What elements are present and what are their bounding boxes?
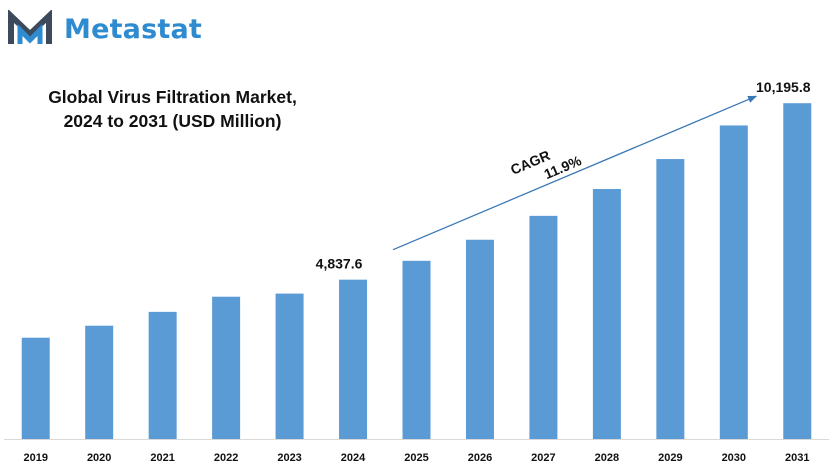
chart-title-line-2: 2024 to 2031 (USD Million) bbox=[63, 111, 282, 131]
x-tick-label-2019: 2019 bbox=[23, 452, 47, 464]
bar-2023 bbox=[275, 293, 304, 439]
x-tick-label-2028: 2028 bbox=[595, 452, 619, 464]
x-tick-label-2022: 2022 bbox=[214, 452, 238, 464]
bar-2031 bbox=[783, 103, 812, 440]
x-tick-label-2027: 2027 bbox=[531, 452, 555, 464]
bar-2027 bbox=[529, 215, 558, 439]
bar-2026 bbox=[465, 239, 494, 439]
x-tick-label-2021: 2021 bbox=[150, 452, 174, 464]
bar-2019 bbox=[21, 337, 50, 439]
x-tick-label-2031: 2031 bbox=[785, 452, 809, 464]
cagr-arrow bbox=[392, 95, 758, 251]
bar-2028 bbox=[592, 189, 621, 439]
brand-logo: Metastat bbox=[8, 8, 202, 50]
x-tick-label-2025: 2025 bbox=[404, 452, 428, 464]
metastat-m-logo-icon bbox=[8, 10, 52, 44]
x-tick-label-2020: 2020 bbox=[87, 452, 111, 464]
chart-title: Global Virus Filtration Market, 2024 to … bbox=[20, 85, 325, 133]
x-axis-tick-labels: 2019 2020 2021 2022 2023 2024 2025 2026 2027 2028… bbox=[23, 452, 809, 464]
brand-name: Metastat bbox=[64, 13, 203, 45]
data-label-2031: 10,195.8 bbox=[756, 79, 811, 95]
x-tick-label-2029: 2029 bbox=[658, 452, 682, 464]
chart-title-line-1: Global Virus Filtration Market, bbox=[48, 87, 297, 107]
bar-2021 bbox=[148, 311, 177, 439]
bar-series bbox=[21, 103, 812, 440]
bar-2025 bbox=[402, 260, 431, 439]
bar-2020 bbox=[85, 325, 114, 439]
data-label-2024: 4,837.6 bbox=[316, 256, 363, 272]
x-tick-label-2023: 2023 bbox=[277, 452, 301, 464]
data-labels: 4,837.6 10,195.8 bbox=[316, 79, 811, 271]
x-tick-label-2030: 2030 bbox=[722, 452, 746, 464]
bar-2030 bbox=[719, 125, 748, 439]
bar-2024 bbox=[339, 279, 368, 439]
x-tick-label-2024: 2024 bbox=[341, 452, 366, 464]
x-tick-label-2026: 2026 bbox=[468, 452, 492, 464]
bar-2022 bbox=[212, 296, 241, 439]
bar-2029 bbox=[656, 159, 685, 439]
